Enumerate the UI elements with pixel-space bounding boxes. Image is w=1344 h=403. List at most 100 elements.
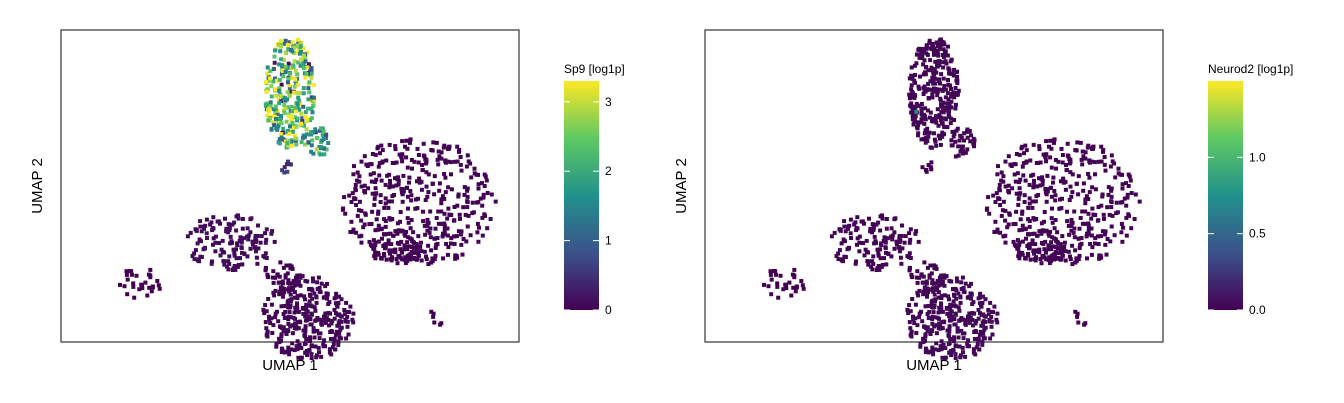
cell-point bbox=[294, 278, 299, 283]
cell-point bbox=[298, 293, 303, 298]
cell-point bbox=[282, 316, 287, 320]
cell-point bbox=[954, 288, 959, 293]
cell-point bbox=[877, 267, 882, 272]
cell-point bbox=[930, 321, 935, 326]
cell-point bbox=[919, 120, 924, 125]
cell-point bbox=[941, 107, 946, 112]
cell-point bbox=[286, 286, 291, 291]
cell-point bbox=[958, 355, 963, 360]
cell-point bbox=[437, 188, 442, 193]
cell-point bbox=[298, 44, 303, 49]
cell-point bbox=[301, 311, 306, 316]
cell-point bbox=[892, 246, 897, 251]
cell-point bbox=[307, 80, 312, 85]
cell-point bbox=[1075, 140, 1080, 145]
cell-point bbox=[922, 121, 927, 126]
cell-point bbox=[932, 303, 937, 308]
cell-point bbox=[285, 304, 290, 309]
cell-point bbox=[1073, 309, 1078, 314]
cell-point bbox=[235, 241, 240, 246]
cell-point bbox=[292, 290, 297, 295]
cell-point bbox=[357, 174, 362, 179]
cell-point bbox=[934, 341, 939, 346]
cell-point bbox=[1026, 243, 1031, 248]
cell-point bbox=[925, 328, 930, 333]
cell-point bbox=[263, 265, 268, 270]
cell-point bbox=[288, 162, 293, 167]
cell-point bbox=[1039, 231, 1044, 236]
cell-point bbox=[278, 49, 283, 54]
cell-point bbox=[297, 47, 302, 52]
cell-point bbox=[1042, 219, 1046, 224]
cell-point bbox=[943, 49, 948, 54]
cell-point bbox=[971, 347, 976, 352]
cell-point bbox=[389, 242, 394, 247]
cell-point bbox=[307, 90, 312, 95]
cell-point bbox=[266, 297, 271, 301]
cell-point bbox=[274, 116, 278, 121]
cell-point bbox=[1069, 223, 1074, 228]
cell-point bbox=[922, 58, 927, 63]
cell-point bbox=[226, 222, 231, 227]
cell-point bbox=[1086, 197, 1091, 201]
cell-point bbox=[911, 317, 916, 322]
cell-point bbox=[1052, 140, 1056, 145]
cell-point bbox=[285, 97, 290, 102]
cell-point bbox=[276, 280, 281, 285]
cell-point bbox=[1027, 196, 1032, 201]
cell-point bbox=[366, 186, 371, 191]
cell-point bbox=[1093, 187, 1098, 192]
cell-point bbox=[396, 175, 401, 180]
cell-point bbox=[134, 273, 139, 278]
cell-point bbox=[917, 86, 922, 91]
cell-point bbox=[917, 55, 922, 60]
cell-point bbox=[878, 214, 883, 219]
cell-point bbox=[1072, 209, 1077, 214]
cell-point bbox=[909, 334, 914, 339]
cell-point bbox=[290, 143, 295, 148]
cell-point bbox=[477, 225, 481, 230]
cell-point bbox=[921, 274, 926, 279]
cell-point bbox=[961, 336, 966, 341]
cell-point bbox=[217, 241, 222, 245]
cell-point bbox=[1056, 159, 1061, 164]
cell-point bbox=[942, 84, 947, 88]
cell-point bbox=[456, 194, 461, 199]
cell-point bbox=[982, 327, 987, 332]
cell-point bbox=[920, 55, 925, 60]
cell-point bbox=[456, 229, 461, 234]
cell-point bbox=[1037, 176, 1041, 181]
cell-point bbox=[440, 194, 445, 199]
cell-point bbox=[345, 314, 350, 319]
cell-point bbox=[848, 217, 853, 222]
cell-point bbox=[298, 320, 303, 325]
cell-point bbox=[1030, 199, 1035, 204]
cell-point bbox=[920, 280, 925, 285]
cell-point bbox=[956, 305, 961, 310]
cell-point bbox=[326, 311, 331, 315]
cell-point bbox=[270, 331, 275, 335]
cell-point bbox=[277, 274, 282, 279]
cell-point bbox=[970, 311, 975, 315]
cell-point bbox=[907, 96, 912, 101]
cell-point bbox=[312, 305, 317, 310]
cell-point bbox=[978, 291, 983, 296]
cell-point bbox=[936, 348, 941, 353]
cell-point bbox=[430, 256, 435, 261]
cell-point bbox=[1029, 173, 1034, 178]
cell-point bbox=[1017, 243, 1022, 247]
cell-point bbox=[409, 193, 414, 198]
cell-point bbox=[1073, 248, 1078, 253]
cell-point bbox=[435, 236, 440, 240]
cell-point bbox=[960, 331, 965, 336]
cell-point bbox=[1006, 154, 1011, 159]
cell-point bbox=[282, 304, 287, 308]
cell-point bbox=[994, 317, 999, 322]
cell-point bbox=[383, 182, 388, 187]
cell-point bbox=[1090, 185, 1095, 190]
cell-point bbox=[295, 293, 300, 298]
cell-point bbox=[1011, 222, 1016, 227]
cell-point bbox=[1129, 191, 1134, 195]
cell-point bbox=[783, 282, 788, 287]
